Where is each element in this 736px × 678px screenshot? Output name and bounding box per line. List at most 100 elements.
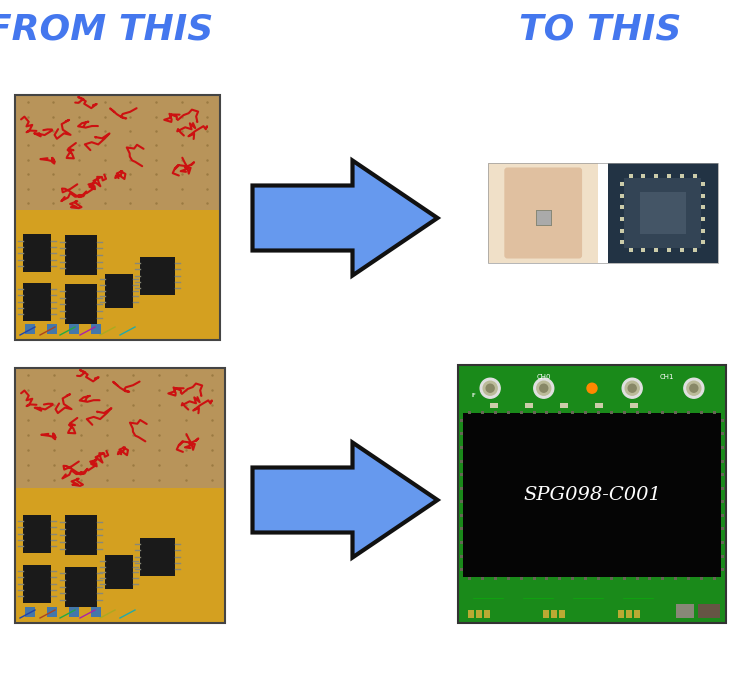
- Bar: [15, 210, 220, 340]
- Bar: [25, 324, 35, 334]
- Bar: [595, 403, 603, 408]
- Bar: [23, 283, 51, 321]
- Bar: [680, 248, 684, 252]
- Bar: [460, 568, 464, 572]
- Text: CH0: CH0: [537, 374, 551, 380]
- Bar: [545, 412, 548, 414]
- Bar: [648, 412, 651, 414]
- Bar: [687, 412, 690, 414]
- Bar: [618, 610, 624, 618]
- Bar: [701, 182, 705, 186]
- Bar: [533, 576, 536, 580]
- Bar: [15, 95, 220, 210]
- Bar: [668, 174, 671, 178]
- Bar: [654, 248, 659, 252]
- Bar: [629, 403, 637, 408]
- Bar: [721, 433, 723, 435]
- Bar: [65, 284, 97, 324]
- Bar: [460, 514, 464, 517]
- Bar: [693, 248, 697, 252]
- Bar: [91, 607, 101, 617]
- Bar: [507, 576, 510, 580]
- Bar: [721, 446, 723, 449]
- Bar: [584, 576, 587, 580]
- Bar: [105, 555, 133, 589]
- Bar: [626, 610, 632, 618]
- Circle shape: [486, 384, 494, 392]
- Bar: [701, 217, 705, 221]
- Bar: [507, 412, 510, 414]
- Bar: [668, 248, 671, 252]
- Circle shape: [539, 384, 548, 392]
- Circle shape: [625, 381, 639, 395]
- Bar: [468, 412, 471, 414]
- Bar: [597, 576, 600, 580]
- Bar: [551, 610, 557, 618]
- Bar: [536, 210, 552, 226]
- Bar: [680, 174, 684, 178]
- Bar: [623, 576, 626, 580]
- Bar: [635, 412, 639, 414]
- Bar: [488, 163, 598, 263]
- Bar: [69, 607, 79, 617]
- Bar: [520, 412, 523, 414]
- Bar: [460, 541, 464, 544]
- Bar: [460, 433, 464, 435]
- Bar: [65, 567, 97, 607]
- Bar: [620, 182, 624, 186]
- Bar: [15, 368, 225, 488]
- Bar: [629, 174, 633, 178]
- Circle shape: [537, 381, 551, 395]
- Bar: [721, 568, 723, 572]
- Bar: [91, 324, 101, 334]
- Bar: [620, 240, 624, 244]
- Bar: [610, 576, 613, 580]
- Bar: [721, 500, 723, 503]
- Bar: [464, 414, 721, 576]
- Bar: [712, 412, 715, 414]
- Bar: [721, 555, 723, 558]
- Bar: [661, 576, 665, 580]
- Bar: [25, 607, 35, 617]
- Bar: [701, 193, 705, 197]
- Bar: [458, 365, 726, 623]
- Bar: [654, 174, 659, 178]
- Circle shape: [622, 378, 643, 398]
- Bar: [571, 412, 574, 414]
- Bar: [701, 205, 705, 210]
- Bar: [620, 193, 624, 197]
- Bar: [140, 538, 175, 576]
- Bar: [105, 273, 133, 308]
- Bar: [476, 610, 482, 618]
- Bar: [560, 403, 568, 408]
- Bar: [608, 163, 718, 263]
- Bar: [661, 412, 665, 414]
- Text: CH1: CH1: [659, 374, 674, 380]
- Bar: [620, 228, 624, 233]
- Bar: [712, 576, 715, 580]
- Bar: [47, 607, 57, 617]
- Bar: [648, 576, 651, 580]
- Bar: [559, 412, 562, 414]
- Bar: [642, 174, 645, 178]
- Bar: [525, 403, 533, 408]
- Bar: [700, 576, 703, 580]
- Bar: [23, 565, 51, 603]
- Bar: [460, 460, 464, 462]
- Bar: [674, 576, 677, 580]
- Bar: [494, 412, 497, 414]
- Bar: [460, 500, 464, 503]
- Circle shape: [684, 378, 704, 398]
- Bar: [584, 412, 587, 414]
- Bar: [490, 403, 498, 408]
- Circle shape: [587, 383, 597, 393]
- Bar: [676, 604, 694, 618]
- Bar: [635, 576, 639, 580]
- Bar: [15, 488, 225, 623]
- Bar: [543, 610, 549, 618]
- Bar: [15, 95, 220, 340]
- Bar: [721, 419, 723, 422]
- Bar: [640, 192, 686, 234]
- Bar: [701, 240, 705, 244]
- Bar: [537, 211, 551, 224]
